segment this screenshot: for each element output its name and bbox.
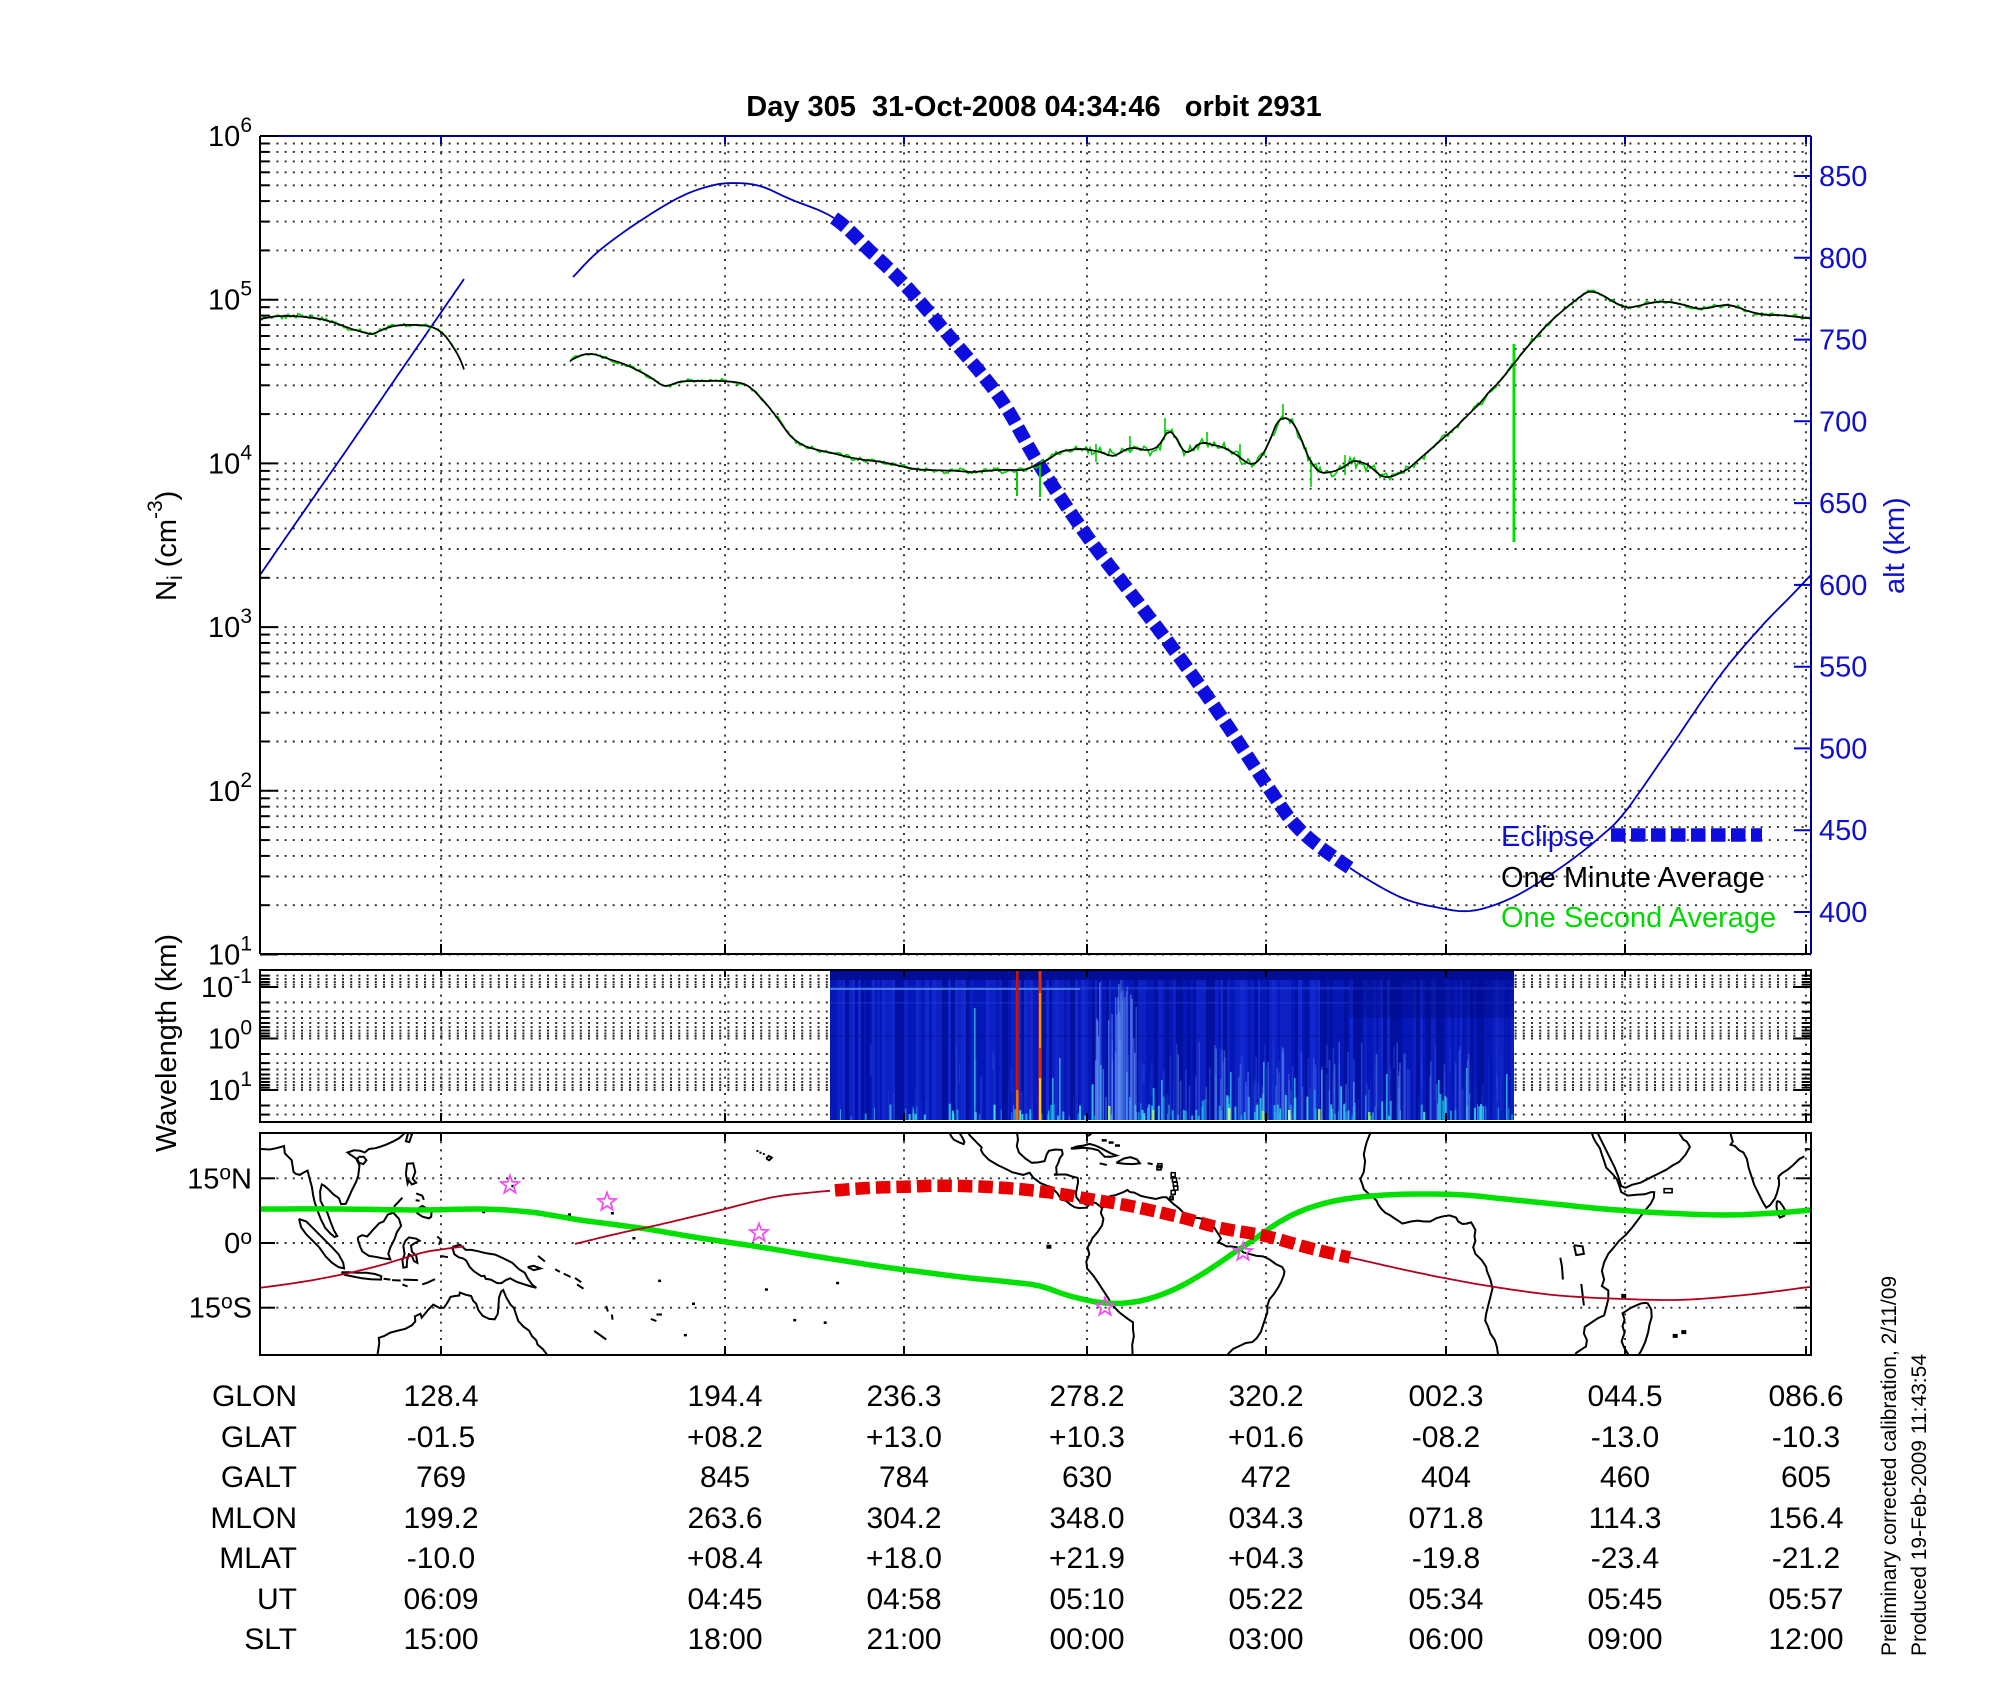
- svg-text:850: 850: [1819, 161, 1867, 193]
- svg-text:404: 404: [1421, 1461, 1471, 1494]
- svg-text:-10.3: -10.3: [1772, 1421, 1840, 1454]
- svg-text:550: 550: [1819, 652, 1867, 684]
- svg-text:Ni (cm-3): Ni (cm-3): [144, 491, 187, 601]
- svg-text:05:10: 05:10: [1049, 1583, 1124, 1616]
- svg-text:278.2: 278.2: [1049, 1380, 1124, 1413]
- svg-text:GALT: GALT: [221, 1461, 297, 1494]
- svg-text:06:09: 06:09: [403, 1583, 478, 1616]
- svg-text:784: 784: [879, 1461, 929, 1494]
- svg-text:103: 103: [208, 605, 252, 644]
- svg-text:236.3: 236.3: [866, 1380, 941, 1413]
- svg-text:194.4: 194.4: [687, 1380, 762, 1413]
- svg-text:MLON: MLON: [210, 1502, 297, 1535]
- svg-text:156.4: 156.4: [1768, 1502, 1843, 1535]
- svg-text:472: 472: [1241, 1461, 1291, 1494]
- svg-text:alt (km): alt (km): [1879, 497, 1911, 594]
- svg-text:-21.2: -21.2: [1772, 1542, 1840, 1575]
- svg-text:+08.4: +08.4: [687, 1542, 763, 1575]
- svg-text:-19.8: -19.8: [1412, 1542, 1480, 1575]
- svg-text:-08.2: -08.2: [1412, 1421, 1480, 1454]
- svg-text:348.0: 348.0: [1049, 1502, 1124, 1535]
- svg-text:+08.2: +08.2: [687, 1421, 763, 1454]
- svg-text:102: 102: [208, 769, 252, 808]
- svg-text:845: 845: [700, 1461, 750, 1494]
- svg-text:04:58: 04:58: [866, 1583, 941, 1616]
- svg-text:Day 305 31-Oct-2008 04:34:46: Day 305 31-Oct-2008 04:34:46 orbit 2931: [746, 91, 1322, 123]
- svg-text:034.3: 034.3: [1228, 1502, 1303, 1535]
- svg-text:320.2: 320.2: [1228, 1380, 1303, 1413]
- svg-text:05:22: 05:22: [1228, 1583, 1303, 1616]
- svg-text:+13.0: +13.0: [866, 1421, 942, 1454]
- svg-text:106: 106: [208, 114, 252, 153]
- svg-text:101: 101: [208, 933, 252, 972]
- svg-text:128.4: 128.4: [403, 1380, 478, 1413]
- svg-text:600: 600: [1819, 570, 1867, 602]
- svg-text:Preliminary corrected calibrat: Preliminary corrected calibration, 2/11/…: [1878, 1276, 1901, 1656]
- svg-text:044.5: 044.5: [1587, 1380, 1662, 1413]
- svg-text:750: 750: [1819, 325, 1867, 357]
- svg-text:+10.3: +10.3: [1049, 1421, 1125, 1454]
- svg-text:+01.6: +01.6: [1228, 1421, 1304, 1454]
- svg-text:Produced 19-Feb-2009 11:43:54: Produced 19-Feb-2009 11:43:54: [1908, 1354, 1931, 1656]
- svg-text:630: 630: [1062, 1461, 1112, 1494]
- svg-text:800: 800: [1819, 243, 1867, 275]
- svg-text:769: 769: [416, 1461, 466, 1494]
- svg-text:605: 605: [1781, 1461, 1831, 1494]
- svg-text:-01.5: -01.5: [407, 1421, 475, 1454]
- svg-text:Wavelength (km): Wavelength (km): [151, 934, 183, 1152]
- svg-text:03:00: 03:00: [1228, 1623, 1303, 1656]
- svg-text:-23.4: -23.4: [1591, 1542, 1659, 1575]
- svg-text:12:00: 12:00: [1768, 1623, 1843, 1656]
- svg-text:00:00: 00:00: [1049, 1623, 1124, 1656]
- svg-text:+04.3: +04.3: [1228, 1542, 1304, 1575]
- svg-text:One Minute Average: One Minute Average: [1501, 862, 1765, 894]
- svg-text:700: 700: [1819, 406, 1867, 438]
- svg-text:21:00: 21:00: [866, 1623, 941, 1656]
- svg-text:500: 500: [1819, 733, 1867, 765]
- svg-text:-10.0: -10.0: [407, 1542, 475, 1575]
- svg-text:071.8: 071.8: [1408, 1502, 1483, 1535]
- svg-text:05:34: 05:34: [1408, 1583, 1483, 1616]
- svg-text:10-1: 10-1: [201, 965, 252, 1004]
- svg-text:15:00: 15:00: [403, 1623, 478, 1656]
- svg-text:04:45: 04:45: [687, 1583, 762, 1616]
- svg-text:650: 650: [1819, 488, 1867, 520]
- svg-text:+18.0: +18.0: [866, 1542, 942, 1575]
- svg-text:05:45: 05:45: [1587, 1583, 1662, 1616]
- svg-text:114.3: 114.3: [1589, 1502, 1662, 1535]
- svg-text:105: 105: [208, 278, 252, 317]
- svg-text:One Second Average: One Second Average: [1501, 902, 1776, 934]
- svg-text:304.2: 304.2: [866, 1502, 941, 1535]
- svg-text:263.6: 263.6: [687, 1502, 762, 1535]
- svg-text:460: 460: [1600, 1461, 1650, 1494]
- svg-text:450: 450: [1819, 815, 1867, 847]
- svg-text:400: 400: [1819, 897, 1867, 929]
- svg-text:104: 104: [208, 441, 252, 480]
- svg-text:05:57: 05:57: [1768, 1583, 1843, 1616]
- svg-text:101: 101: [208, 1068, 252, 1107]
- svg-text:199.2: 199.2: [403, 1502, 478, 1535]
- svg-text:002.3: 002.3: [1408, 1380, 1483, 1413]
- svg-text:06:00: 06:00: [1408, 1623, 1483, 1656]
- svg-text:09:00: 09:00: [1587, 1623, 1662, 1656]
- svg-text:15oS: 15oS: [189, 1291, 252, 1325]
- svg-text:18:00: 18:00: [687, 1623, 762, 1656]
- svg-text:GLON: GLON: [212, 1380, 297, 1413]
- svg-text:100: 100: [208, 1017, 252, 1056]
- svg-text:GLAT: GLAT: [221, 1421, 297, 1454]
- svg-text:MLAT: MLAT: [219, 1542, 297, 1575]
- svg-text:+21.9: +21.9: [1049, 1542, 1125, 1575]
- svg-text:UT: UT: [257, 1583, 297, 1616]
- svg-text:Eclipse: Eclipse: [1501, 821, 1595, 853]
- svg-text:SLT: SLT: [244, 1623, 297, 1656]
- svg-text:086.6: 086.6: [1768, 1380, 1843, 1413]
- svg-text:-13.0: -13.0: [1591, 1421, 1659, 1454]
